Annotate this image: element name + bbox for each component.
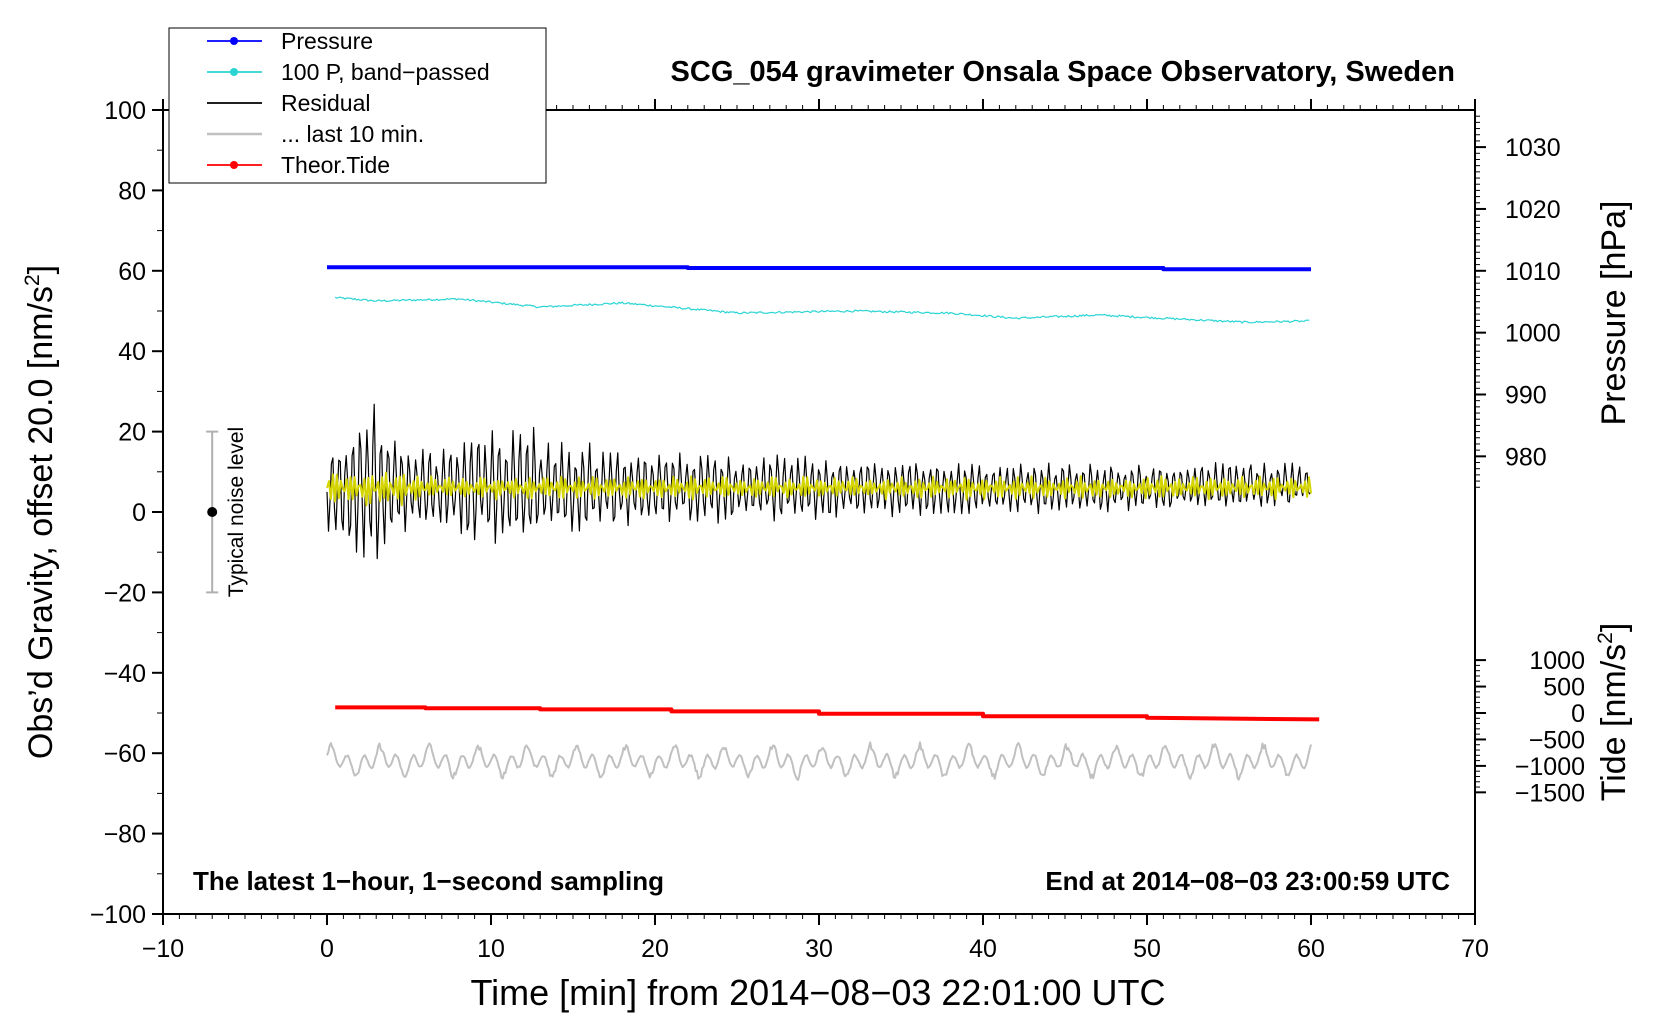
plot-frame	[162, 109, 1476, 915]
series-pressure	[327, 265, 1311, 272]
x-tick-label: 10	[477, 935, 505, 963]
y-tick-label: 100	[104, 97, 146, 125]
series-layer	[326, 265, 1320, 781]
y-tick-label: 60	[118, 258, 146, 286]
y-tick-label: 80	[118, 177, 146, 205]
tide-axis-label: Tide [nm/s2]	[1594, 623, 1633, 802]
pressure-axis: 1030 1020 1010 1000 990 980	[1475, 115, 1561, 488]
legend-marker	[230, 37, 238, 45]
noise-level-bar: Typical noise level	[206, 427, 248, 597]
tide-tick-label: 500	[1543, 674, 1585, 702]
pressure-tick-label: 1030	[1505, 134, 1561, 162]
pressure-tick-label: 980	[1505, 443, 1547, 471]
x-axis: −10 0 10 20 30 40 50 60 70	[142, 99, 1489, 963]
legend-marker	[230, 68, 238, 76]
annotation-sampling: The latest 1−hour, 1−second sampling	[193, 866, 664, 896]
noise-bar-label: Typical noise level	[225, 427, 248, 597]
legend-label: 100 P, band−passed	[281, 59, 490, 85]
x-tick-label: 30	[805, 935, 833, 963]
y-tick-label: 20	[118, 419, 146, 447]
x-tick-label: 20	[641, 935, 669, 963]
y-tick-label: 0	[132, 499, 146, 527]
legend-label: ... last 10 min.	[281, 121, 424, 147]
x-tick-label: 70	[1461, 935, 1489, 963]
y-axis: 100 80 60 40 20 0 −20 −40 −60 −80 −100	[90, 97, 163, 929]
tide-tick-label: −1500	[1515, 779, 1585, 807]
legend-label: Theor.Tide	[281, 152, 390, 178]
chart-title: SCG_054 gravimeter Onsala Space Observat…	[671, 56, 1455, 88]
x-tick-label: 0	[320, 935, 334, 963]
x-tick-label: 40	[969, 935, 997, 963]
y-tick-label: −60	[104, 740, 146, 768]
pressure-tick-label: 1010	[1505, 258, 1561, 286]
series-band-passed	[334, 296, 1310, 324]
tide-tick-label: 0	[1571, 700, 1585, 728]
y-tick-label: −100	[90, 901, 146, 929]
legend-marker	[230, 161, 238, 169]
y-tick-label: −80	[104, 821, 146, 849]
x-tick-label: 60	[1297, 935, 1325, 963]
annotation-end-time: End at 2014−08−03 23:00:59 UTC	[1045, 866, 1450, 896]
x-tick-label: 50	[1133, 935, 1161, 963]
series-last-10-min	[326, 741, 1312, 781]
series-smoothed-overlay	[326, 471, 1312, 507]
legend-label: Pressure	[281, 28, 373, 54]
noise-bar-center-dot	[207, 507, 218, 517]
legend: Pressure 100 P, band−passed Residual ... la…	[168, 27, 547, 184]
y-tick-label: −20	[104, 579, 146, 607]
pressure-axis-label: Pressure [hPa]	[1595, 201, 1633, 426]
tide-tick-label: 1000	[1529, 647, 1585, 675]
pressure-tick-label: 1000	[1505, 320, 1561, 348]
pressure-tick-label: 1020	[1505, 196, 1561, 224]
y-tick-label: −40	[104, 660, 146, 688]
tide-tick-label: −500	[1529, 726, 1585, 754]
pressure-tick-label: 990	[1505, 381, 1547, 409]
y-axis-label: Obs’d Gravity, offset 20.0 [nm/s2]	[21, 265, 60, 759]
series-residual	[326, 403, 1311, 560]
series-theor-tide	[335, 705, 1320, 722]
legend-label: Residual	[281, 90, 371, 116]
x-tick-label: −10	[142, 935, 184, 963]
y-tick-label: 40	[118, 338, 146, 366]
x-axis-label: Time [min] from 2014−08−03 22:01:00 UTC	[470, 972, 1165, 1013]
legend-box	[168, 27, 547, 184]
tide-tick-label: −1000	[1515, 753, 1585, 781]
